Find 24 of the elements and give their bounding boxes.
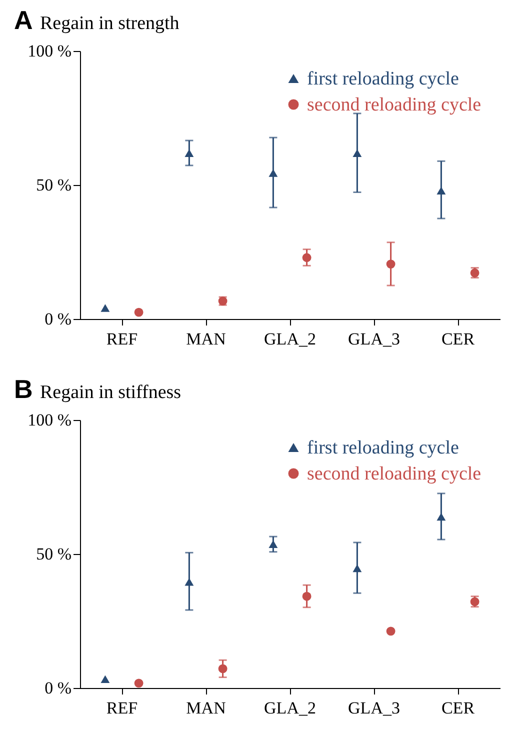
y-tick-label: 0 % <box>44 678 72 698</box>
x-tick-label: MAN <box>186 330 226 348</box>
y-tick-label: 50 % <box>36 544 72 564</box>
x-tick-label: REF <box>106 698 138 718</box>
x-tick-label: GLA_2 <box>264 330 316 348</box>
y-tick-label: 0 % <box>44 310 72 328</box>
legend-label: second reloading cycle <box>307 464 482 484</box>
x-tick-label: CER <box>441 330 476 348</box>
x-tick-label: MAN <box>186 698 226 718</box>
chart-title: Regain in stiffness <box>40 382 182 403</box>
y-tick-label: 100 % <box>28 410 72 430</box>
x-tick-label: REF <box>106 330 138 348</box>
x-tick-label: CER <box>441 698 476 718</box>
chart-title: Regain in strength <box>40 13 180 34</box>
x-tick-label: GLA_2 <box>264 698 316 718</box>
x-tick-label: GLA_3 <box>348 698 400 718</box>
legend-label: first reloading cycle <box>307 438 459 458</box>
y-tick-label: 100 % <box>28 42 72 60</box>
x-tick-label: GLA_3 <box>348 330 400 348</box>
legend-label: first reloading cycle <box>307 68 459 90</box>
y-tick-label: 50 % <box>36 176 72 194</box>
legend-label: second reloading cycle <box>307 94 482 116</box>
text: A <box>14 5 33 35</box>
text: B <box>14 374 33 404</box>
